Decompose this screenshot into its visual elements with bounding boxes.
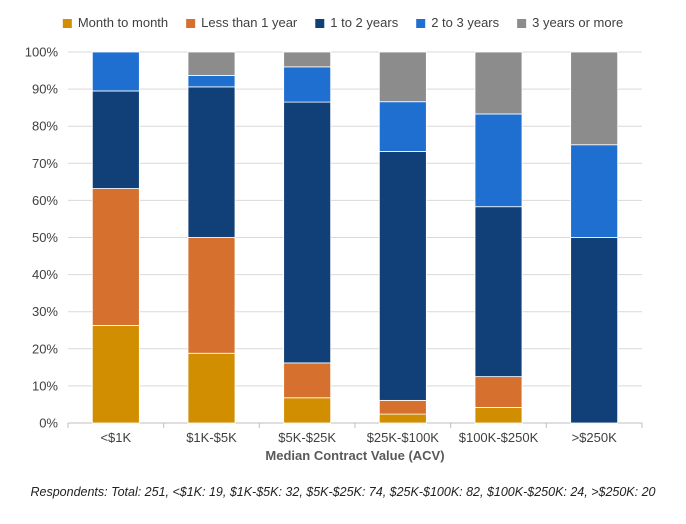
legend-label: 3 years or more: [532, 15, 623, 30]
y-tick-label: 30%: [32, 304, 58, 319]
legend-label: 2 to 3 years: [431, 15, 499, 30]
y-tick-label: 10%: [32, 378, 58, 393]
stacked-bar-chart: 0% 10% 20% 30% 40% 50% 60% 70% 80% 90% 100% <$1K $1K…: [25, 15, 643, 463]
legend-swatch: [62, 19, 72, 28]
x-tick-label: $100K-$250K: [459, 430, 539, 445]
legend-swatch: [186, 19, 196, 28]
legend-swatch: [416, 19, 426, 28]
bar-segment: [187, 74, 236, 88]
y-tick-label: 80%: [32, 119, 58, 134]
x-tick-label: $25K-$100K: [367, 430, 440, 445]
bar-segment: [91, 51, 140, 92]
bar-segment: [378, 101, 427, 152]
bar-segment: [378, 151, 427, 401]
legend-swatch: [315, 19, 325, 28]
x-tick-label: <$1K: [100, 430, 131, 445]
y-tick-label: 0%: [39, 416, 58, 431]
legend-swatch: [517, 19, 527, 28]
y-tick-label: 50%: [32, 230, 58, 245]
bar-segment: [187, 51, 236, 76]
legend-label: Less than 1 year: [201, 15, 298, 30]
y-tick-label: 20%: [32, 341, 58, 356]
bar-segment: [378, 51, 427, 103]
y-tick-label: 100%: [25, 45, 59, 60]
y-tick-label: 90%: [32, 82, 58, 97]
bar-segment: [474, 206, 523, 378]
x-tick-label: $1K-$5K: [186, 430, 237, 445]
bar-segment: [283, 51, 332, 68]
bar-segment: [570, 237, 619, 424]
bar-segment: [91, 325, 140, 424]
y-tick-label: 40%: [32, 267, 58, 282]
y-tick-label: 60%: [32, 193, 58, 208]
bar-segment: [91, 188, 140, 326]
bar-segment: [187, 352, 236, 424]
bar-segment: [570, 144, 619, 238]
x-tick-label: >$250K: [572, 430, 618, 445]
bar-segment: [91, 90, 140, 189]
bar-segment: [474, 113, 523, 208]
bar-segment: [474, 407, 523, 424]
bar-segment: [570, 51, 619, 146]
respondents-footnote: Respondents: Total: 251, <$1K: 19, $1K-$…: [30, 485, 656, 499]
bar-segment: [378, 399, 427, 415]
bar-segment: [378, 413, 427, 424]
bar-segment: [283, 66, 332, 103]
x-axis-title: Median Contract Value (ACV): [265, 448, 444, 463]
bar-segment: [187, 86, 236, 238]
bar-segment: [283, 362, 332, 399]
bar-segment: [283, 397, 332, 424]
legend-label: 1 to 2 years: [330, 15, 398, 30]
bar-segment: [474, 51, 523, 115]
y-tick-label: 70%: [32, 156, 58, 171]
bar-segment: [474, 376, 523, 408]
bar-segment: [187, 237, 236, 354]
x-tick-label: $5K-$25K: [278, 430, 336, 445]
bar-segment: [283, 101, 332, 364]
legend-label: Month to month: [78, 15, 168, 30]
